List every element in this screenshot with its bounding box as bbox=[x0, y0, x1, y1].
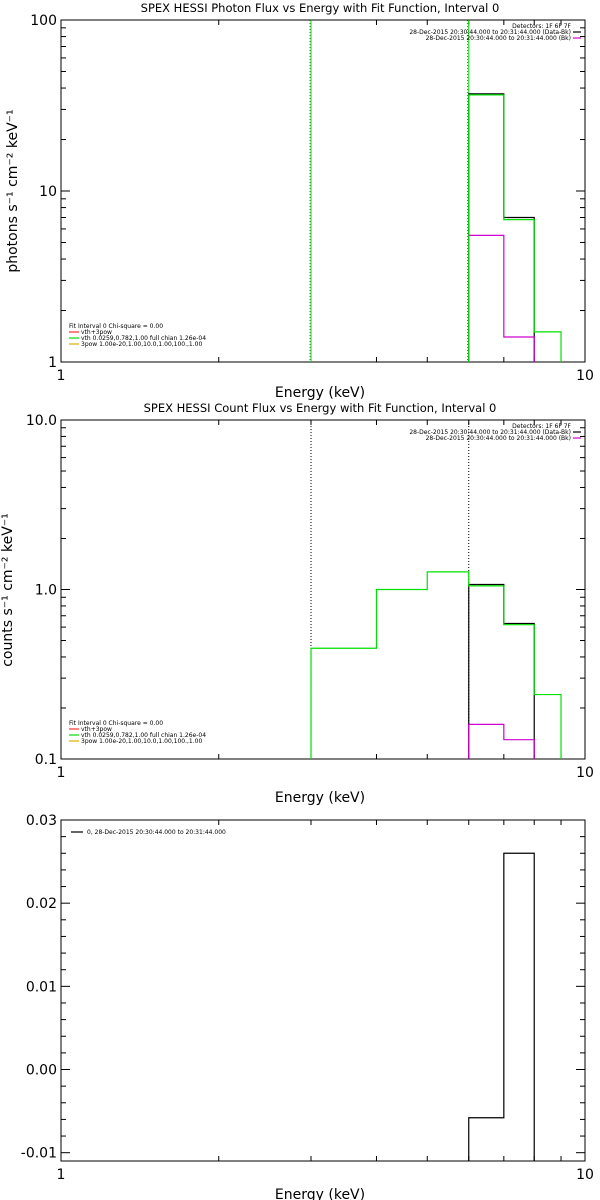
time-legend-entry: 28-Dec-2015 20:30:44.000 to 20:31:44.000… bbox=[409, 429, 571, 436]
series-histogram bbox=[468, 94, 562, 362]
fit-legend-entry: vth 0.0259,0.782,1.00 full chian 1.26e-0… bbox=[81, 732, 206, 739]
x-tick-label: 10 bbox=[576, 368, 594, 384]
x-tick-label: 10 bbox=[576, 765, 594, 781]
detector-note: Detectors: 1F 6F 7F bbox=[512, 423, 571, 430]
x-tick-label: 10 bbox=[576, 1167, 594, 1183]
y-axis-label: counts s⁻¹ cm⁻² keV⁻¹ bbox=[0, 513, 16, 667]
fit-legend-entry: vth+3pow bbox=[81, 726, 112, 733]
data-marks bbox=[309, 20, 562, 362]
chart-title: SPEX HESSI Count Flux vs Energy with Fit… bbox=[144, 401, 497, 415]
time-legend-entry: 28-Dec-2015 20:30:44.000 to 20:31:44.000… bbox=[409, 29, 571, 36]
tick-labels: 1 10 -0.01 0.00 0.01 0.02 0.03 bbox=[21, 813, 594, 1183]
time-legend-entry: 28-Dec-2015 20:30:44.000 to 20:31:44.000… bbox=[426, 35, 571, 42]
y-tick-label: 10 bbox=[39, 184, 57, 200]
axis-ticks bbox=[60, 819, 586, 1161]
x-tick-label: 1 bbox=[57, 765, 66, 781]
fit-legend: Fit Interval 0 Chi-square = 0.00vth+3pow… bbox=[69, 323, 206, 348]
y-tick-label: -0.01 bbox=[21, 1146, 57, 1162]
fit-legend-entry: vth+3pow bbox=[81, 329, 112, 336]
y-tick-label: 10.0 bbox=[26, 413, 57, 429]
x-axis-label: Energy (keV) bbox=[275, 385, 365, 401]
y-tick-label: 0.02 bbox=[26, 896, 57, 912]
time-legend-entry: 28-Dec-2015 20:30:44.000 to 20:31:44.000… bbox=[426, 435, 571, 442]
series-histogram bbox=[468, 852, 535, 1161]
y-tick-label: 0.03 bbox=[26, 813, 57, 829]
y-tick-label: 1.0 bbox=[35, 583, 57, 599]
chart-title: SPEX HESSI Photon Flux vs Energy with Fi… bbox=[141, 1, 500, 15]
y-axis-label: photons s⁻¹ cm⁻² keV⁻¹ bbox=[5, 109, 21, 272]
y-tick-label: 0.00 bbox=[26, 1063, 57, 1079]
y-tick-label: 1 bbox=[48, 355, 57, 371]
fit-legend-entry: vth 0.0259,0.782,1.00 full chian 1.26e-0… bbox=[81, 335, 206, 342]
x-tick-label: 1 bbox=[57, 368, 66, 384]
series-histogram bbox=[468, 583, 535, 759]
x-tick-label: 1 bbox=[57, 1167, 66, 1183]
data-marks bbox=[310, 420, 562, 759]
y-tick-label: 0.01 bbox=[26, 979, 57, 995]
fit-legend-entry: Fit Interval 0 Chi-square = 0.00 bbox=[69, 323, 163, 330]
tick-labels: 1 10 1 10 100 bbox=[30, 13, 594, 384]
fit-legend-entry: Fit Interval 0 Chi-square = 0.00 bbox=[69, 720, 163, 727]
residual-panel: 1 10 -0.01 0.00 0.01 0.02 0.03 Energy (keV) 0,… bbox=[21, 813, 594, 1200]
fit-legend: Fit Interval 0 Chi-square = 0.00vth+3pow… bbox=[69, 720, 206, 745]
fit-legend-entry: 3pow 1.00e-20,1.00,10.0,1.00,100.,1.00 bbox=[81, 738, 202, 745]
series-histogram bbox=[468, 234, 535, 362]
time-legend: 0, 28-Dec-2015 20:30:44.000 to 20:31:44.… bbox=[71, 829, 226, 836]
fit-legend-entry: 3pow 1.00e-20,1.00,10.0,1.00,100.,1.00 bbox=[81, 341, 202, 348]
x-axis-label: Energy (keV) bbox=[275, 790, 365, 806]
time-legend-entry: 0, 28-Dec-2015 20:30:44.000 to 20:31:44.… bbox=[87, 829, 226, 836]
data-marks bbox=[468, 852, 535, 1161]
tick-labels: 1 10 0.1 1.0 10.0 bbox=[26, 413, 594, 781]
y-tick-label: 100 bbox=[30, 13, 57, 29]
y-tick-label: 0.1 bbox=[35, 752, 57, 768]
x-axis-label: Energy (keV) bbox=[275, 1187, 365, 1200]
series-histogram bbox=[468, 93, 535, 362]
axis-ticks bbox=[60, 419, 586, 760]
axis-ticks bbox=[60, 19, 586, 363]
series-histogram bbox=[310, 571, 562, 759]
plot-frame bbox=[60, 819, 586, 1162]
photon-flux-panel: SPEX HESSI Photon Flux vs Energy with Fi… bbox=[5, 1, 594, 401]
detector-note: Detectors: 1F 6F 7F bbox=[512, 23, 571, 30]
plot-frame bbox=[60, 19, 586, 363]
plot-frame bbox=[60, 419, 586, 760]
count-flux-panel: SPEX HESSI Count Flux vs Energy with Fit… bbox=[0, 401, 594, 806]
series-histogram bbox=[468, 723, 535, 759]
